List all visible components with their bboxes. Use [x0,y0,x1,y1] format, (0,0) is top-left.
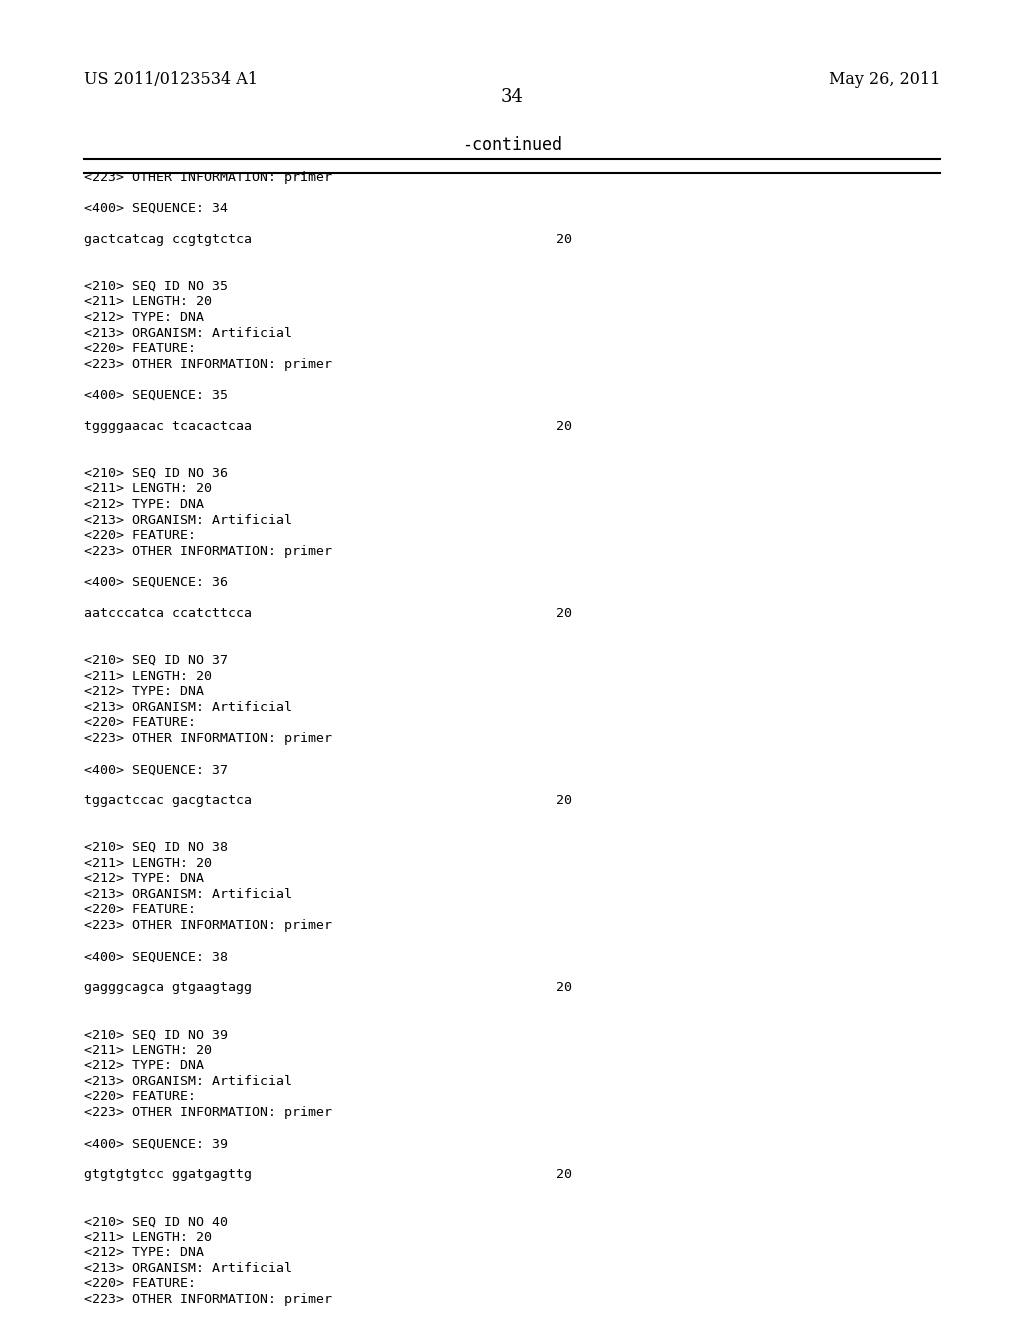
Text: <400> SEQUENCE: 38: <400> SEQUENCE: 38 [84,950,228,964]
Text: <220> FEATURE:: <220> FEATURE: [84,903,196,916]
Text: <220> FEATURE:: <220> FEATURE: [84,342,196,355]
Text: <223> OTHER INFORMATION: primer: <223> OTHER INFORMATION: primer [84,1294,332,1305]
Text: <210> SEQ ID NO 36: <210> SEQ ID NO 36 [84,467,228,480]
Text: aatcccatca ccatcttcca                                      20: aatcccatca ccatcttcca 20 [84,607,572,620]
Text: <212> TYPE: DNA: <212> TYPE: DNA [84,1059,204,1072]
Text: <210> SEQ ID NO 37: <210> SEQ ID NO 37 [84,653,228,667]
Text: <400> SEQUENCE: 36: <400> SEQUENCE: 36 [84,576,228,589]
Text: <212> TYPE: DNA: <212> TYPE: DNA [84,498,204,511]
Text: gagggcagca gtgaagtagg                                      20: gagggcagca gtgaagtagg 20 [84,981,572,994]
Text: <211> LENGTH: 20: <211> LENGTH: 20 [84,483,212,495]
Text: <212> TYPE: DNA: <212> TYPE: DNA [84,312,204,323]
Text: <223> OTHER INFORMATION: primer: <223> OTHER INFORMATION: primer [84,1106,332,1119]
Text: <400> SEQUENCE: 39: <400> SEQUENCE: 39 [84,1137,228,1150]
Text: <213> ORGANISM: Artificial: <213> ORGANISM: Artificial [84,326,292,339]
Text: <213> ORGANISM: Artificial: <213> ORGANISM: Artificial [84,1074,292,1088]
Text: 34: 34 [501,88,523,106]
Text: <213> ORGANISM: Artificial: <213> ORGANISM: Artificial [84,1262,292,1275]
Text: <400> SEQUENCE: 37: <400> SEQUENCE: 37 [84,763,228,776]
Text: <213> ORGANISM: Artificial: <213> ORGANISM: Artificial [84,701,292,714]
Text: tggggaacac tcacactcaa                                      20: tggggaacac tcacactcaa 20 [84,420,572,433]
Text: <210> SEQ ID NO 39: <210> SEQ ID NO 39 [84,1028,228,1041]
Text: May 26, 2011: May 26, 2011 [828,70,940,87]
Text: <220> FEATURE:: <220> FEATURE: [84,1278,196,1291]
Text: <210> SEQ ID NO 35: <210> SEQ ID NO 35 [84,280,228,293]
Text: <212> TYPE: DNA: <212> TYPE: DNA [84,685,204,698]
Text: <211> LENGTH: 20: <211> LENGTH: 20 [84,1230,212,1243]
Text: <210> SEQ ID NO 40: <210> SEQ ID NO 40 [84,1216,228,1228]
Text: <213> ORGANISM: Artificial: <213> ORGANISM: Artificial [84,513,292,527]
Text: <210> SEQ ID NO 38: <210> SEQ ID NO 38 [84,841,228,854]
Text: <211> LENGTH: 20: <211> LENGTH: 20 [84,669,212,682]
Text: -continued: -continued [462,136,562,154]
Text: <220> FEATURE:: <220> FEATURE: [84,529,196,543]
Text: <211> LENGTH: 20: <211> LENGTH: 20 [84,857,212,870]
Text: <223> OTHER INFORMATION: primer: <223> OTHER INFORMATION: primer [84,545,332,558]
Text: <212> TYPE: DNA: <212> TYPE: DNA [84,1246,204,1259]
Text: tggactccac gacgtactca                                      20: tggactccac gacgtactca 20 [84,795,572,808]
Text: <400> SEQUENCE: 34: <400> SEQUENCE: 34 [84,202,228,215]
Text: <213> ORGANISM: Artificial: <213> ORGANISM: Artificial [84,888,292,900]
Text: <223> OTHER INFORMATION: primer: <223> OTHER INFORMATION: primer [84,731,332,744]
Text: <212> TYPE: DNA: <212> TYPE: DNA [84,873,204,886]
Text: <400> SEQUENCE: 35: <400> SEQUENCE: 35 [84,389,228,403]
Text: <220> FEATURE:: <220> FEATURE: [84,717,196,730]
Text: <223> OTHER INFORMATION: primer: <223> OTHER INFORMATION: primer [84,358,332,371]
Text: <211> LENGTH: 20: <211> LENGTH: 20 [84,1044,212,1056]
Text: US 2011/0123534 A1: US 2011/0123534 A1 [84,70,258,87]
Text: <220> FEATURE:: <220> FEATURE: [84,1090,196,1104]
Text: gactcatcag ccgtgtctca                                      20: gactcatcag ccgtgtctca 20 [84,234,572,246]
Text: <223> OTHER INFORMATION: primer: <223> OTHER INFORMATION: primer [84,919,332,932]
Text: <211> LENGTH: 20: <211> LENGTH: 20 [84,296,212,309]
Text: gtgtgtgtcc ggatgagttg                                      20: gtgtgtgtcc ggatgagttg 20 [84,1168,572,1181]
Text: <223> OTHER INFORMATION: primer: <223> OTHER INFORMATION: primer [84,170,332,183]
